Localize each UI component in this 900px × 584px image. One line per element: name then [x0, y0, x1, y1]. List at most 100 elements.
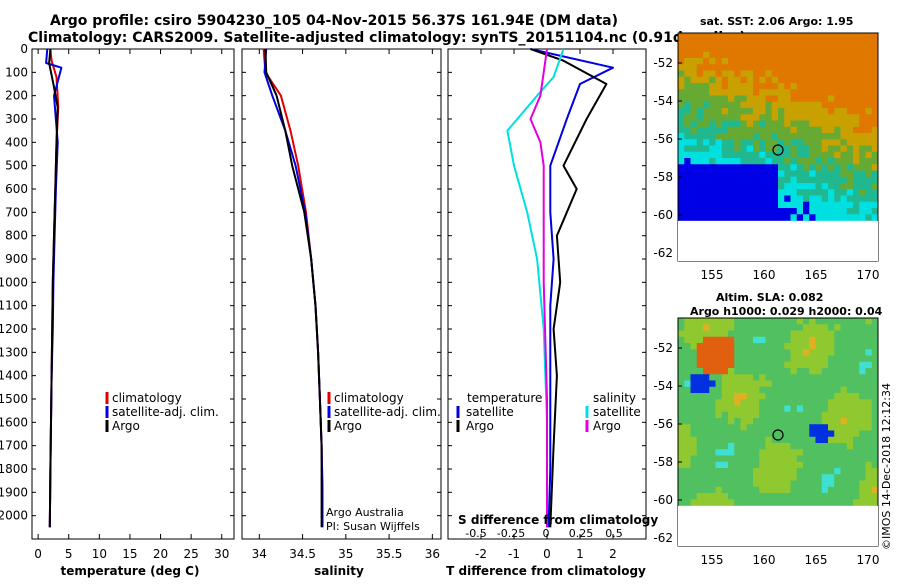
map-cell — [796, 324, 804, 331]
map-cell — [696, 126, 704, 134]
map-cell — [771, 349, 779, 356]
map-cell — [715, 164, 723, 171]
map-cell — [740, 189, 748, 196]
map-cell — [753, 393, 760, 400]
map-cell — [740, 101, 748, 109]
map-cell — [746, 336, 754, 344]
map-cell — [865, 405, 873, 413]
map-cell — [778, 411, 785, 419]
map-cell — [690, 89, 698, 96]
map-cell — [684, 455, 691, 463]
map-cell — [778, 101, 785, 109]
map-cell — [853, 139, 860, 146]
map-cell — [753, 208, 760, 215]
map-cell — [778, 343, 785, 350]
map-cell — [703, 83, 710, 90]
map-cell — [696, 101, 704, 109]
map-cell — [734, 480, 741, 488]
map-cell — [803, 318, 810, 325]
map-cell — [740, 114, 748, 121]
map-cell — [803, 411, 810, 419]
map-cell — [746, 101, 754, 109]
map-cell — [696, 208, 704, 215]
map-cell — [690, 214, 698, 221]
map-cell — [828, 436, 835, 444]
map-cell — [696, 449, 704, 456]
map-cell — [809, 499, 816, 506]
map-cell — [721, 418, 729, 425]
map-cell — [790, 139, 798, 146]
map-cell — [728, 189, 735, 196]
map-cell — [771, 443, 779, 450]
map-cell — [765, 58, 773, 65]
map-cell — [865, 176, 873, 184]
map-cell — [871, 70, 879, 78]
map-cell — [721, 330, 729, 338]
map-cell — [840, 33, 848, 40]
difference-x-ticks: -2 -1 0 1 2 — [475, 49, 617, 561]
map-cell — [715, 70, 723, 78]
map-cell — [684, 461, 691, 469]
map-cell — [834, 33, 841, 40]
map-cell — [753, 189, 760, 196]
map-cell — [784, 183, 791, 190]
map-cell — [840, 208, 848, 215]
x-tick-label: -2 — [475, 547, 487, 561]
map-cell — [865, 374, 873, 381]
map-cell — [859, 89, 866, 96]
map-cell — [803, 183, 810, 190]
map-cell — [759, 39, 766, 46]
map-cell — [828, 39, 835, 46]
map-cell — [778, 399, 785, 406]
temperature-legend: climatology satellite-adj. clim. Argo — [105, 391, 219, 433]
map-cell — [703, 480, 710, 488]
map-cell — [759, 380, 766, 388]
map-cell — [853, 126, 860, 134]
map-cell — [821, 208, 829, 215]
map-cell — [703, 336, 710, 344]
map-cell — [709, 114, 716, 121]
map-cell — [853, 176, 860, 184]
map-cell — [728, 411, 735, 419]
map-cell — [853, 486, 860, 494]
map-cell — [759, 45, 766, 53]
map-cell — [734, 405, 741, 413]
map-cell — [715, 405, 723, 413]
map-cell — [728, 70, 735, 78]
map-cell — [696, 51, 704, 59]
map-cell — [846, 493, 854, 500]
map-cell — [809, 164, 816, 171]
map-cell — [753, 114, 760, 121]
map-cell — [790, 411, 798, 419]
map-cell — [684, 336, 691, 344]
map-cell — [853, 76, 860, 84]
map-cell — [846, 183, 854, 190]
map-cell — [728, 33, 735, 40]
map-cell — [784, 349, 791, 356]
map-cell — [678, 399, 685, 406]
map-cell — [709, 343, 716, 350]
map-cell — [821, 443, 829, 450]
lat-tick-label: -62 — [653, 531, 673, 545]
map-cell — [859, 133, 866, 140]
map-cell — [865, 64, 873, 71]
map-cell — [721, 64, 729, 71]
map-cell — [859, 405, 866, 413]
map-cell — [803, 361, 810, 369]
map-cell — [703, 468, 710, 475]
series-line-argo — [48, 48, 59, 528]
map-cell — [865, 33, 873, 40]
map-cell — [753, 374, 760, 381]
map-cell — [709, 139, 716, 146]
map-cell — [784, 158, 791, 165]
map-cell — [784, 399, 791, 406]
map-cell — [853, 361, 860, 369]
map-cell — [803, 76, 810, 84]
map-cell — [859, 195, 866, 203]
map-cell — [853, 411, 860, 419]
map-cell — [809, 486, 816, 494]
map-cell — [821, 176, 829, 184]
map-cell — [684, 411, 691, 419]
lat-tick-label: -56 — [653, 417, 673, 431]
map-cell — [690, 183, 698, 190]
